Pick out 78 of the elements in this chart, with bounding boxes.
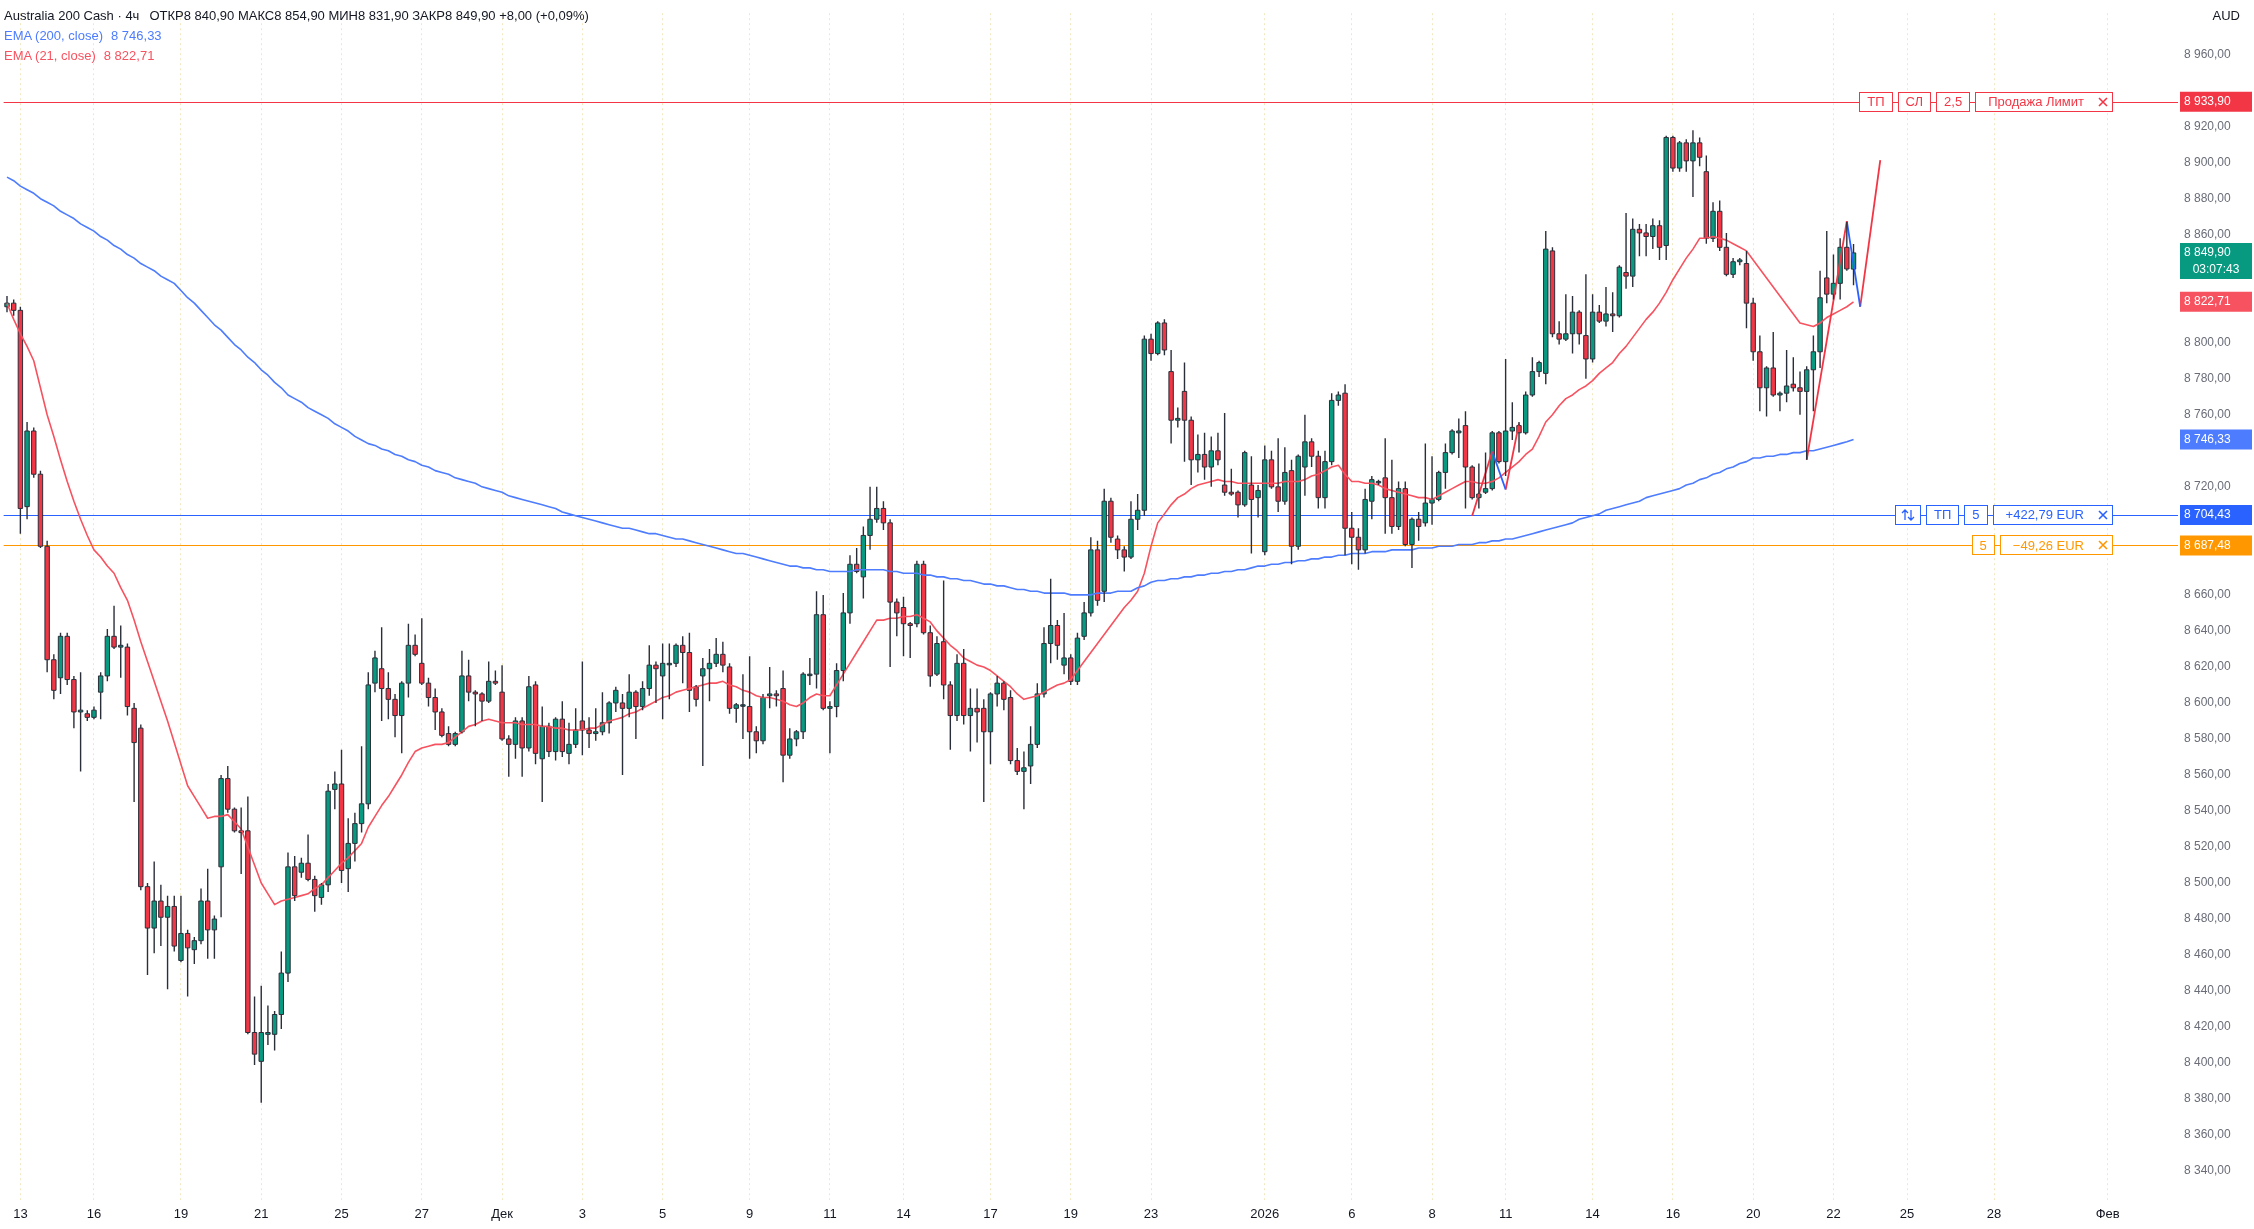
x-tick-label: 8 — [1428, 1206, 1436, 1222]
y-tick-label: 8 520,00 — [2184, 839, 2232, 854]
x-tick-label: 20 — [1745, 1206, 1761, 1222]
y-tick-label: 8 660,00 — [2184, 587, 2232, 602]
chart-subtitle: ОТКР8 840,90 МАКС8 854,90 МИН8 831,90 ЗАКР8 849,90 +8,00 (+0,09%) — [149, 8, 589, 23]
order-tag: Продажа Лимит — [1975, 91, 2113, 112]
y-tick-label: 8 480,00 — [2184, 911, 2232, 926]
x-tick-label: 21 — [254, 1206, 269, 1222]
order-tag: +422,79 EUR — [1992, 504, 2113, 525]
y-tick-label: 8 440,00 — [2184, 983, 2232, 998]
y-tick-label: 8 540,00 — [2184, 803, 2232, 818]
x-tick-label: 16 — [86, 1206, 102, 1222]
y-tick-label: 8 580,00 — [2184, 731, 2232, 746]
y-tick-label: 8 687,48 — [2184, 537, 2232, 552]
x-tick-label: Фев — [2095, 1206, 2120, 1222]
y-tick-label: 8 600,00 — [2184, 695, 2232, 710]
text: EMA (200, close) — [4, 27, 103, 45]
x-tick-label: 11 — [823, 1206, 837, 1222]
y-tick-label: 8 933,90 — [2184, 93, 2232, 108]
y-tick-label: 8 640,00 — [2184, 623, 2232, 638]
text: EMA (21, close) — [4, 47, 96, 65]
y-tick-label: 8 900,00 — [2184, 154, 2232, 169]
y-tick-label: 8 704,43 — [2184, 507, 2232, 522]
y-tick-label: 8 849,90 — [2184, 245, 2232, 260]
y-tick-label: 8 920,00 — [2184, 118, 2232, 133]
x-tick-label: 14 — [1585, 1206, 1600, 1222]
ref-line-label: +422,79 EUR — [2005, 507, 2084, 523]
x-tick-label: 16 — [1665, 1206, 1681, 1222]
x-tick-label: 25 — [334, 1206, 349, 1222]
y-tick-label: 8 500,00 — [2184, 875, 2232, 890]
y-tick-label: 8 460,00 — [2184, 947, 2232, 962]
text: 8 822,71 — [103, 48, 155, 63]
y-tick-label: 8 560,00 — [2184, 767, 2232, 782]
x-tick-label: 28 — [1986, 1206, 2002, 1222]
y-tick-label: 8 360,00 — [2184, 1127, 2232, 1142]
order-tag: 2,5 — [1936, 91, 1971, 112]
y-tick-label: 8 380,00 — [2184, 1091, 2232, 1106]
y-tick-label: 8 760,00 — [2184, 407, 2232, 422]
x-tick-label: 19 — [173, 1206, 189, 1222]
x-tick-label: 25 — [1899, 1206, 1915, 1222]
x-tick-label: 17 — [983, 1206, 998, 1222]
y-tick-label: 8 822,71 — [2184, 294, 2232, 309]
x-tick-label: 19 — [1063, 1206, 1078, 1222]
x-tick-label: 27 — [414, 1206, 430, 1222]
y-tick-label: 8 960,00 — [2184, 46, 2232, 61]
y-tick-label: 8 880,00 — [2184, 191, 2232, 206]
order-tag: 5 — [1971, 535, 1995, 556]
text: 8 746,33 — [111, 28, 162, 43]
y-tick-label: 8 780,00 — [2184, 371, 2232, 386]
x-tick-label: 11 — [1498, 1206, 1513, 1222]
y-tick-label: 8 860,00 — [2184, 227, 2232, 242]
x-tick-label: 23 — [1143, 1206, 1159, 1222]
x-tick-label: 14 — [896, 1206, 911, 1222]
ref-line-label: Продажа Лимит — [1988, 94, 2084, 110]
order-tag: ТП — [1859, 91, 1893, 112]
y-tick-label: 8 746,33 — [2184, 431, 2232, 446]
y-tick-label: 8 340,00 — [2184, 1163, 2232, 1178]
x-tick-label: 6 — [1348, 1206, 1356, 1222]
text: 03:07:43 — [2192, 262, 2240, 277]
order-tag: −49,26 EUR — [1999, 535, 2113, 556]
y-tick-label: 8 620,00 — [2184, 659, 2232, 674]
x-tick-label: 3 — [578, 1206, 586, 1222]
text: AUD — [2212, 8, 2240, 23]
x-tick-label: 22 — [1826, 1206, 1841, 1222]
y-tick-label: 8 420,00 — [2184, 1019, 2232, 1034]
ref-line-label: −49,26 EUR — [2012, 537, 2084, 553]
x-tick-label: Дек — [491, 1206, 514, 1222]
y-tick-label: 8 400,00 — [2184, 1055, 2232, 1070]
x-tick-label: 5 — [659, 1206, 667, 1222]
y-tick-label: 8 720,00 — [2184, 479, 2232, 494]
x-tick-label: 13 — [13, 1206, 28, 1222]
order-tag: ТП — [1926, 504, 1960, 525]
order-tag: СЛ — [1897, 91, 1932, 112]
chart-title: Australia 200 Cash · 4ч — [4, 8, 140, 23]
order-tag: 5 — [1964, 504, 1988, 525]
y-tick-label: 8 800,00 — [2184, 335, 2232, 350]
x-tick-label: 2026 — [1250, 1206, 1280, 1222]
x-tick-label: 9 — [746, 1206, 754, 1222]
